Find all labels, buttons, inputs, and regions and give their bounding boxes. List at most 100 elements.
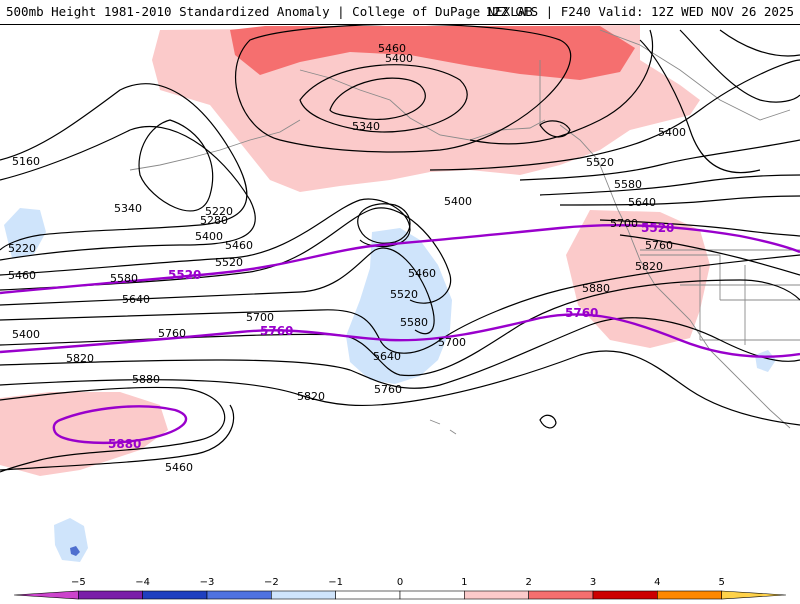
highlight-contour-5760 [0, 313, 800, 358]
negative-anomaly-region [755, 350, 776, 372]
contour-line [719, 29, 800, 57]
colorbar-tick-label: 3 [590, 577, 596, 588]
colorbar-svg: −5 −4 −3 −2 −1 0 1 2 3 4 5 [13, 577, 787, 600]
contour-line [429, 59, 800, 171]
contour-label: 5220 [8, 242, 36, 255]
positive-anomaly-region [0, 392, 168, 476]
colorbar-tick-label: −3 [200, 577, 215, 588]
canada-coastline [599, 29, 791, 121]
colorbar-cell [206, 590, 272, 600]
contour-label: 5520 [215, 256, 243, 269]
highlight-label-5760: 5760 [260, 324, 293, 338]
negative-anomaly-region [346, 228, 452, 384]
anomaly-shading [0, 25, 776, 562]
contour-line [0, 404, 235, 471]
colorbar-cells [13, 590, 787, 600]
highlight-contour-5520 [0, 224, 800, 295]
colorbar-tick-label: −1 [328, 577, 343, 588]
contour-label: 5880 [582, 282, 610, 295]
contour-labels: 5460 5400 5340 5400 5160 5340 5220 5280 … [8, 42, 686, 474]
contour-label: 5820 [635, 260, 663, 273]
highlight-label-5760-east: 5760 [565, 306, 598, 320]
contour-line [539, 414, 557, 429]
negative-anomaly-region [54, 518, 88, 562]
chart-title: 500mb Height 1981-2010 Standardized Anom… [6, 4, 533, 19]
contour-label: 5400 [12, 328, 40, 341]
contour-line [0, 254, 800, 354]
colorbar-tick-label: 0 [397, 577, 403, 588]
contour-line [599, 219, 800, 237]
contour-line [469, 29, 654, 145]
contour-line [0, 386, 226, 473]
header-bar: 500mb Height 1981-2010 Standardized Anom… [0, 0, 800, 24]
contour-label: 5760 [645, 239, 673, 252]
contour-label: 5460 [8, 269, 36, 282]
contour-label: 5460 [225, 239, 253, 252]
colorbar-cell [528, 590, 594, 600]
contour-label: 5640 [628, 196, 656, 209]
contour-label: 5160 [12, 155, 40, 168]
contour-line [0, 350, 800, 426]
colorbar-tick-label: −2 [264, 577, 279, 588]
colorbar-tick-label: 1 [461, 577, 467, 588]
highlight-label-5520-east: 5520 [641, 221, 674, 235]
aleutian-islands [129, 119, 301, 171]
contour-line [357, 203, 411, 244]
contour-line [539, 120, 571, 138]
colorbar-tick-labels: −5 −4 −3 −2 −1 0 1 2 3 4 5 [71, 577, 725, 588]
contour-label: 5580 [110, 272, 138, 285]
contour-line [329, 77, 426, 120]
contour-line [0, 207, 452, 304]
contour-line [519, 139, 800, 181]
positive-anomaly-region [566, 210, 710, 348]
negative-anomaly-core [70, 546, 80, 556]
contour-label: 5700 [438, 336, 466, 349]
highlight-contours [0, 224, 800, 445]
contour-label: 5700 [610, 217, 638, 230]
hawaii-islands [429, 419, 457, 435]
highlight-labels: 5520 5520 5760 5760 5880 [108, 221, 674, 451]
contour-label: 5760 [374, 383, 402, 396]
colorbar-cell [464, 590, 529, 600]
contour-line [559, 195, 800, 206]
map-panel: 5460 5400 5340 5400 5160 5340 5220 5280 … [0, 25, 800, 573]
contour-label: 5460 [165, 461, 193, 474]
contour-line [0, 83, 248, 251]
contour-line [0, 198, 411, 276]
contour-label: 5820 [297, 390, 325, 403]
colorbar-tick-label: 2 [525, 577, 531, 588]
colorbar-cell [78, 590, 143, 600]
contour-line [235, 25, 572, 153]
contour-label: 5640 [373, 350, 401, 363]
colorbar-cell [13, 590, 79, 600]
contour-label: 5760 [158, 327, 186, 340]
colorbar-cell [335, 590, 401, 600]
map-svg: 5460 5400 5340 5400 5160 5340 5220 5280 … [0, 25, 800, 562]
colorbar-tick-label: 4 [654, 577, 660, 588]
contour-label: 5580 [400, 316, 428, 329]
contour-line [539, 174, 800, 196]
contour-label: 5280 [200, 214, 228, 227]
contour-label: 5400 [385, 52, 413, 65]
contour-label: 5520 [586, 156, 614, 169]
contour-line [639, 39, 761, 174]
anomaly-colorbar: −5 −4 −3 −2 −1 0 1 2 3 4 5 [0, 573, 800, 600]
contour-label: 5340 [114, 202, 142, 215]
contour-label: 5880 [132, 373, 160, 386]
contour-label: 5460 [408, 267, 436, 280]
contour-line [138, 119, 214, 212]
contour-line [0, 317, 800, 389]
contour-label: 5400 [444, 195, 472, 208]
contour-line [679, 29, 800, 103]
negative-anomaly-region [4, 208, 46, 258]
contour-line [0, 125, 256, 261]
contour-label: 5700 [246, 311, 274, 324]
height-contours [0, 25, 800, 473]
contour-line [619, 234, 800, 276]
highlight-label-5520: 5520 [168, 268, 201, 282]
highlight-label-5880: 5880 [108, 437, 141, 451]
contour-label: 5220 [205, 205, 233, 218]
us-state-borders [640, 249, 800, 345]
contour-line [299, 64, 468, 133]
positive-anomaly-core [230, 26, 635, 80]
